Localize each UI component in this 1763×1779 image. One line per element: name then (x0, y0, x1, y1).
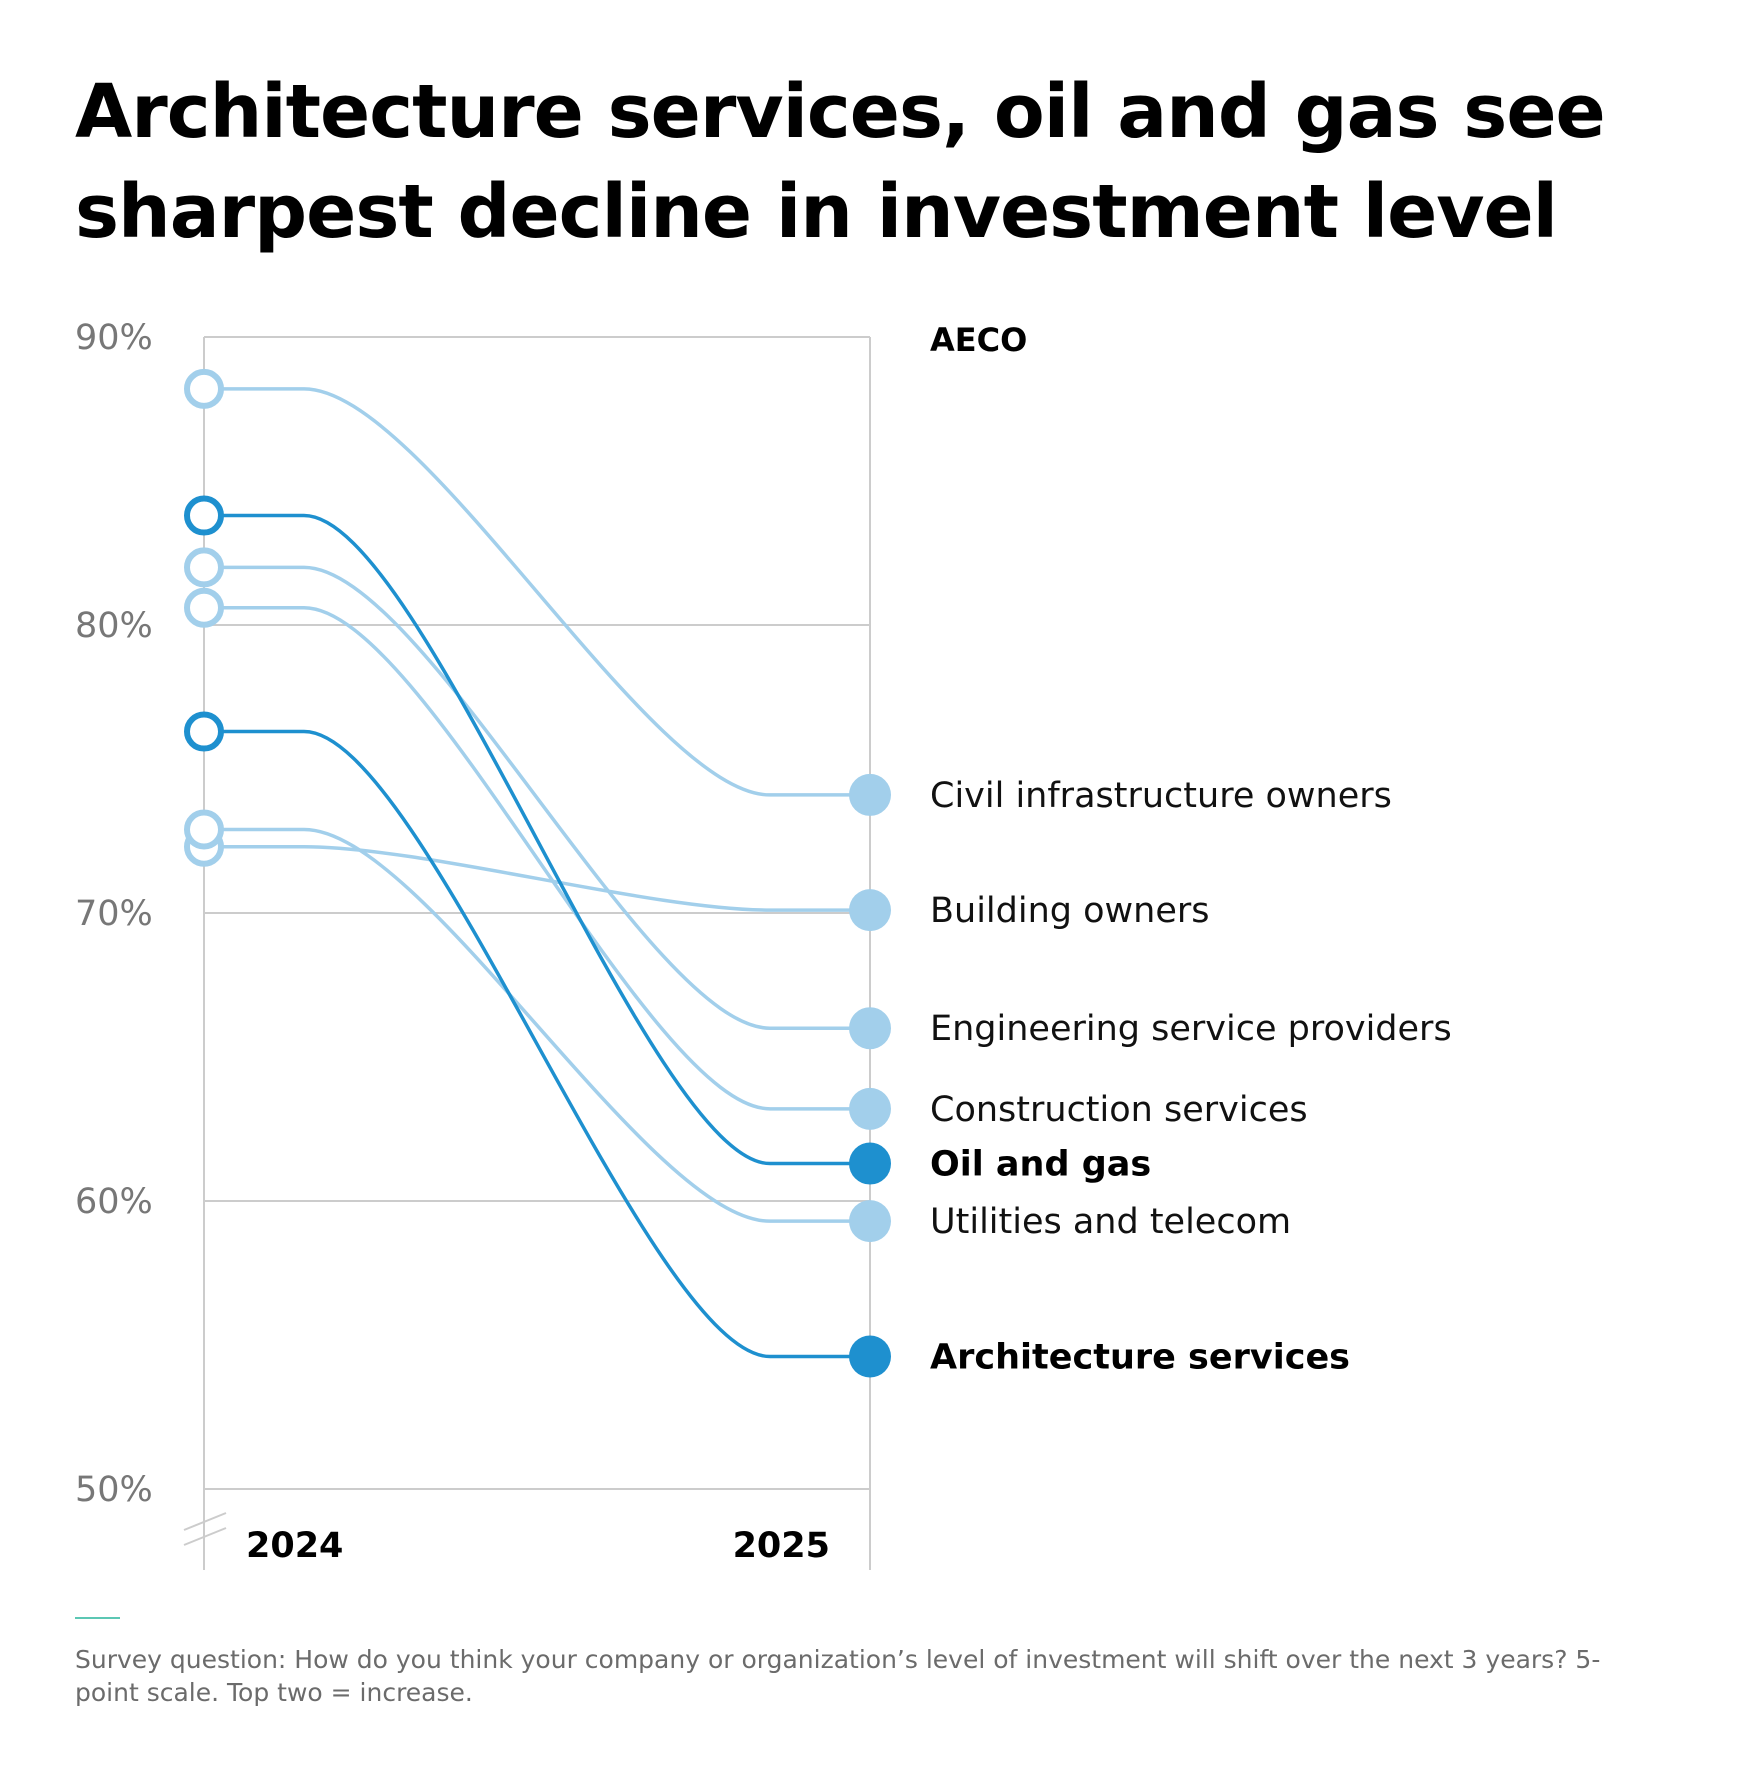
y-tick-label: 70% (75, 894, 153, 934)
series-label: Engineering service providers (930, 1009, 1452, 1049)
marker-2024 (184, 587, 224, 628)
series-label: Utilities and telecom (930, 1202, 1291, 1242)
series-line (204, 729, 870, 1359)
marker-2025 (849, 1200, 891, 1243)
group-label: AECO (930, 321, 1027, 359)
series-label: Oil and gas (930, 1145, 1151, 1185)
series-label: Civil infrastructure owners (930, 776, 1392, 816)
x-tick-label-2024: 2024 (246, 1526, 343, 1566)
marker-2025 (849, 773, 891, 816)
y-tick-label: 50% (75, 1470, 153, 1510)
marker-2024 (184, 368, 224, 409)
series-markers (184, 368, 891, 1378)
series-line (204, 387, 870, 797)
axes: 90% 80% 70% 60% 50% 2024 2025 (75, 318, 871, 1570)
labels: AECO Civil infrastructure owners Building … (930, 321, 1452, 1378)
series-label: Construction services (930, 1090, 1308, 1130)
axis-break-mark (183, 1512, 227, 1531)
marker-2025 (849, 889, 891, 932)
series-lines (204, 387, 870, 1359)
y-tick-label: 80% (75, 606, 153, 646)
series-line (204, 565, 870, 1030)
series-line (204, 827, 870, 1223)
series-line (204, 845, 870, 912)
marker-2025 (849, 1142, 891, 1185)
series-label: Building owners (930, 891, 1210, 931)
accent-rule (75, 1617, 120, 1619)
marker-2024 (184, 809, 224, 850)
series-label: Architecture services (930, 1338, 1350, 1378)
slope-chart: 90% 80% 70% 60% 50% 2024 2025 AECO Civil infras… (75, 318, 1452, 1570)
series-line (204, 513, 870, 1166)
marker-2025 (849, 1007, 891, 1050)
series-line (204, 605, 870, 1111)
axis-break-mark (183, 1527, 227, 1546)
y-tick-label: 90% (75, 318, 153, 358)
survey-note: Survey question: How do you think your c… (75, 1645, 1601, 1707)
grid-lines (204, 336, 870, 1490)
chart-title: Architecture services, oil and gas see s… (75, 69, 1606, 255)
x-tick-label-2025: 2025 (733, 1526, 830, 1566)
marker-2024 (184, 547, 224, 588)
marker-2025 (849, 1335, 891, 1378)
y-tick-label: 60% (75, 1182, 153, 1222)
marker-2024 (184, 495, 224, 536)
marker-2024 (184, 711, 224, 752)
marker-2025 (849, 1087, 891, 1130)
